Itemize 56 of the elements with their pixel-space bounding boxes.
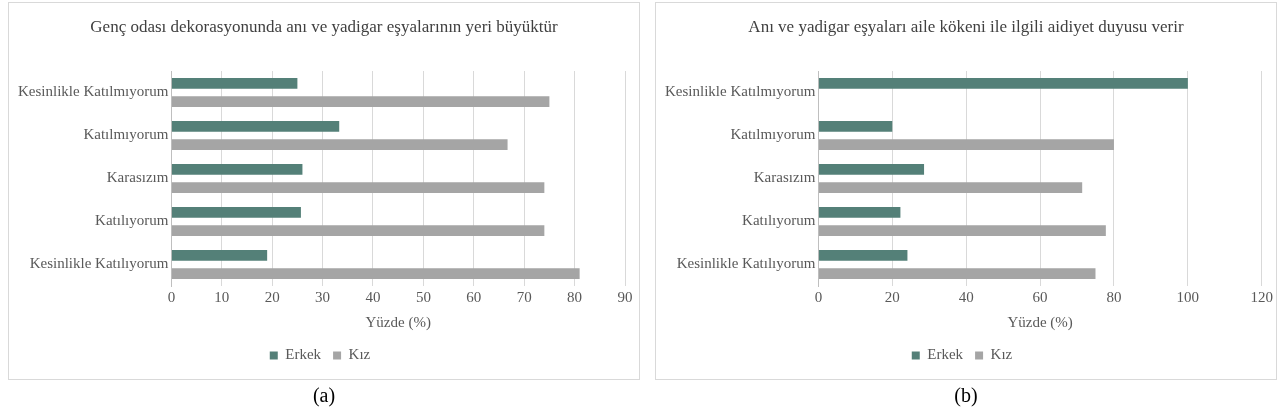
- y-tick-label: Katılmıyorum: [83, 126, 169, 143]
- bar: [171, 163, 303, 175]
- bar: [171, 96, 550, 108]
- x-tick-label: 40: [365, 288, 381, 305]
- y-tick-label: Karasızım: [106, 169, 169, 186]
- y-tick-label: Kesinlikle Katılıyorum: [676, 255, 816, 272]
- x-tick-label: 50: [415, 288, 431, 305]
- bar: [818, 249, 908, 261]
- text: (a): [311, 384, 337, 407]
- x-tick-label: 60: [466, 288, 482, 305]
- x-tick-label: 40: [958, 288, 974, 305]
- chart-title: Genç odası dekorasyonunda anı ve yadigar eşyalarının yeri büyüktür: [89, 17, 559, 38]
- legend-label: Erkek: [927, 346, 964, 363]
- x-axis-title: Yüzde (%): [1007, 313, 1073, 331]
- y-tick-label: Kesinlikle Katılmıyorum: [17, 83, 169, 100]
- x-tick-label: 0: [814, 288, 823, 305]
- bar: [818, 206, 901, 218]
- bar: [171, 268, 580, 280]
- bar: [818, 163, 925, 175]
- bar: [171, 120, 340, 132]
- y-tick-label: Kesinlikle Katılıyorum: [29, 255, 169, 272]
- legend-label: Erkek: [285, 346, 322, 363]
- x-axis-title: Yüzde (%): [365, 313, 431, 331]
- x-tick-label: 60: [1032, 288, 1048, 305]
- x-tick-label: 20: [884, 288, 900, 305]
- bar: [818, 77, 1188, 89]
- x-tick-label: 20: [264, 288, 280, 305]
- bar: [171, 139, 508, 151]
- chart-title: Anı ve yadigar eşyaları aile kökeni ile ilgili aidiyet duyusu verir: [747, 17, 1185, 38]
- legend-label: Kız: [348, 346, 371, 363]
- y-tick-label: Katılmıyorum: [730, 126, 816, 143]
- bar: [818, 225, 1106, 237]
- legend-label: Kız: [990, 346, 1013, 363]
- bar: [818, 139, 1114, 151]
- x-tick-label: 80: [1106, 288, 1122, 305]
- x-tick-label: 0: [167, 288, 176, 305]
- bar: [171, 182, 545, 194]
- y-tick-label: Katılıyorum: [742, 212, 816, 229]
- y-tick-label: Kesinlikle Katılmıyorum: [664, 83, 816, 100]
- bar: [818, 182, 1083, 194]
- bar: [171, 206, 301, 218]
- bar: [818, 120, 893, 132]
- x-tick-label: 120: [1250, 288, 1273, 305]
- x-tick-label: 100: [1176, 288, 1200, 305]
- bar: [171, 77, 298, 89]
- x-tick-label: 70: [516, 288, 532, 305]
- text: (b): [953, 384, 979, 407]
- bar: [818, 268, 1096, 280]
- y-tick-label: Katılıyorum: [95, 212, 169, 229]
- x-tick-label: 90: [617, 288, 633, 305]
- x-tick-label: 30: [315, 288, 331, 305]
- x-tick-label: 80: [567, 288, 583, 305]
- bar: [171, 225, 545, 237]
- x-tick-label: 10: [214, 288, 230, 305]
- y-tick-label: Karasızım: [753, 169, 816, 186]
- bar: [171, 249, 268, 261]
